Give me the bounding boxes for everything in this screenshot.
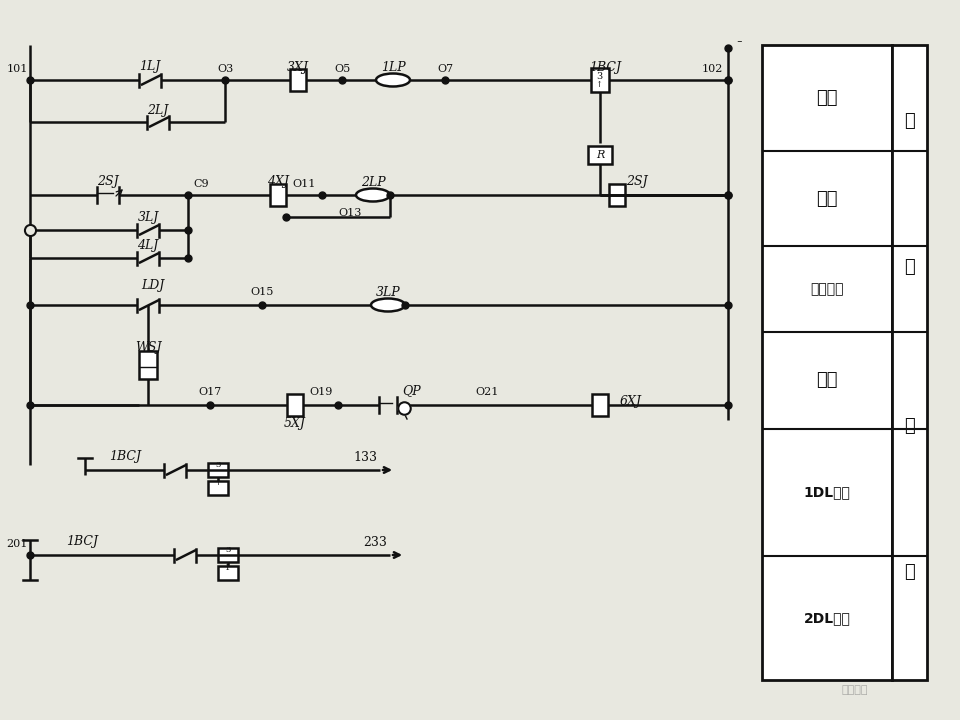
Bar [609, 184, 625, 206]
Text: 3: 3 [215, 461, 221, 469]
Bar [588, 146, 612, 164]
Text: 233: 233 [363, 536, 387, 549]
Text: WSJ: WSJ [134, 341, 161, 354]
Bar [892, 45, 927, 680]
Text: 护: 护 [904, 258, 915, 276]
Text: O3: O3 [217, 64, 233, 74]
Text: R: R [596, 150, 604, 160]
Text: O15: O15 [251, 287, 274, 297]
Text: O5: O5 [334, 64, 350, 74]
Text: 3LJ: 3LJ [137, 210, 158, 223]
Text: C9: C9 [193, 179, 208, 189]
Bar [591, 68, 609, 92]
Text: 3XJ: 3XJ [287, 60, 309, 73]
Text: 路: 路 [904, 563, 915, 581]
Bar [139, 351, 157, 379]
Text: 133: 133 [353, 451, 377, 464]
Bar [762, 45, 892, 680]
Text: O7: O7 [437, 64, 453, 74]
Bar [218, 566, 238, 580]
Text: 3LP: 3LP [375, 286, 400, 299]
Text: 保: 保 [904, 112, 915, 130]
Text: ↑: ↑ [595, 81, 603, 89]
Text: O11: O11 [293, 179, 316, 189]
Text: 1LJ: 1LJ [139, 60, 160, 73]
Text: 3: 3 [596, 71, 602, 81]
Ellipse shape [371, 299, 405, 312]
Text: 2LP: 2LP [361, 176, 385, 189]
Bar [218, 548, 238, 562]
Text: O17: O17 [199, 387, 222, 397]
Bar [287, 394, 303, 416]
Text: 2SJ: 2SJ [97, 174, 119, 187]
Text: 201: 201 [7, 539, 28, 549]
Bar [208, 481, 228, 495]
Text: 2DL跳闸: 2DL跳闸 [804, 611, 851, 625]
Text: 过流: 过流 [816, 189, 838, 207]
Text: 1BCJ: 1BCJ [589, 60, 621, 73]
Text: 2LJ: 2LJ [148, 104, 169, 117]
Text: 1DL跳闸: 1DL跳闸 [804, 485, 851, 499]
Text: 3: 3 [226, 546, 230, 554]
Text: O21: O21 [475, 387, 498, 397]
Text: 101: 101 [7, 64, 28, 74]
Text: ↑: ↑ [214, 479, 222, 487]
Text: 102: 102 [702, 64, 723, 74]
Bar [592, 394, 608, 416]
Text: 瓦斯: 瓦斯 [816, 372, 838, 390]
Text: LDJ: LDJ [141, 279, 164, 292]
Text: 6XJ: 6XJ [620, 395, 642, 408]
Text: QP: QP [402, 384, 420, 397]
Bar [290, 69, 306, 91]
Text: 2SJ: 2SJ [626, 174, 648, 187]
Ellipse shape [356, 189, 390, 202]
Text: O13: O13 [338, 208, 362, 218]
Text: 1LP: 1LP [381, 60, 405, 73]
Text: 零序过流: 零序过流 [810, 282, 844, 296]
Text: -: - [736, 34, 742, 50]
Bar [208, 463, 228, 477]
Text: 回: 回 [904, 417, 915, 435]
Text: 5XJ: 5XJ [284, 416, 306, 430]
Text: 4LJ: 4LJ [137, 238, 158, 251]
Text: 1BCJ: 1BCJ [109, 449, 141, 462]
Text: 1BCJ: 1BCJ [66, 534, 98, 547]
Text: 电工之家: 电工之家 [842, 685, 868, 695]
Bar [270, 184, 286, 206]
Ellipse shape [376, 73, 410, 86]
Text: 1: 1 [226, 564, 230, 572]
Text: 速断: 速断 [816, 89, 838, 107]
Text: 4XJ: 4XJ [267, 174, 289, 187]
Text: O19: O19 [310, 387, 333, 397]
